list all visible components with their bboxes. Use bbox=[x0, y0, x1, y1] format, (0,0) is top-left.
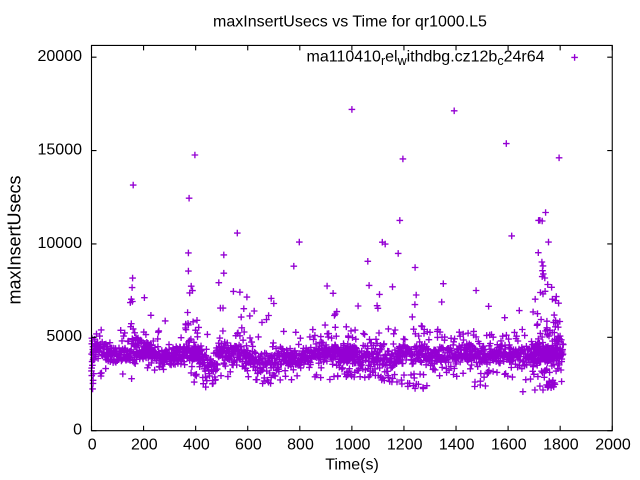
svg-text:200: 200 bbox=[131, 437, 158, 454]
svg-text:0: 0 bbox=[73, 422, 82, 439]
svg-text:maxInsertUsecs vs Time for qr1: maxInsertUsecs vs Time for qr1000.L5 bbox=[213, 14, 487, 31]
svg-text:400: 400 bbox=[183, 437, 210, 454]
svg-text:10000: 10000 bbox=[38, 235, 83, 252]
svg-text:1000: 1000 bbox=[335, 437, 371, 454]
svg-text:20000: 20000 bbox=[38, 48, 83, 65]
svg-text:ma110410relwithdbg.cz12bc24r64: ma110410relwithdbg.cz12bc24r64 bbox=[307, 49, 545, 69]
svg-text:2000: 2000 bbox=[595, 437, 631, 454]
svg-text:1200: 1200 bbox=[387, 437, 423, 454]
svg-text:maxInsertUsecs: maxInsertUsecs bbox=[5, 175, 25, 304]
svg-text:1600: 1600 bbox=[491, 437, 527, 454]
svg-text:Time(s): Time(s) bbox=[325, 457, 379, 474]
svg-text:0: 0 bbox=[88, 437, 97, 454]
svg-text:800: 800 bbox=[287, 437, 314, 454]
svg-text:600: 600 bbox=[235, 437, 262, 454]
svg-text:5000: 5000 bbox=[46, 328, 82, 345]
svg-text:15000: 15000 bbox=[38, 141, 83, 158]
svg-text:1400: 1400 bbox=[439, 437, 475, 454]
svg-text:1800: 1800 bbox=[543, 437, 579, 454]
